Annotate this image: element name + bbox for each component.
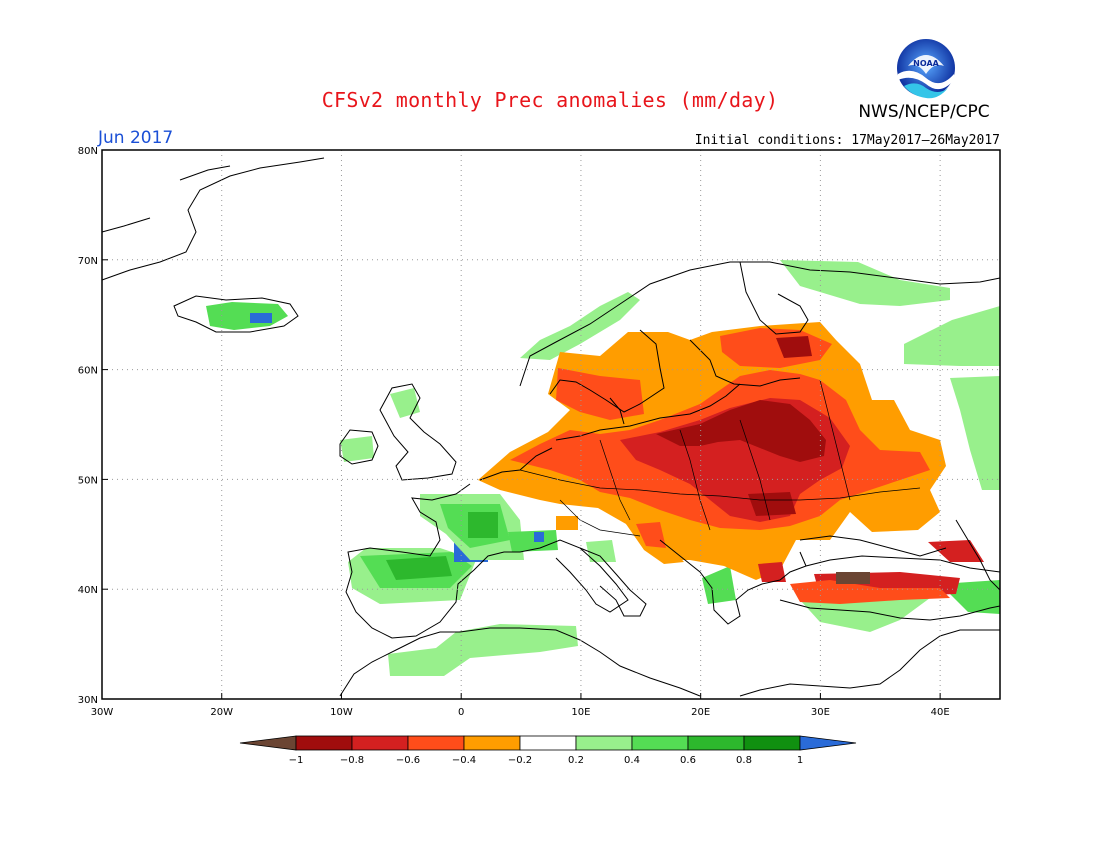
initial-conditions: Initial conditions: 17May2017–26May2017: [694, 133, 1000, 148]
colorbar-segment: [407, 735, 465, 751]
anomaly-iberia-dark: [386, 556, 452, 580]
colorbar-segment: [631, 735, 689, 751]
map-title: CFSv2 monthly Prec anomalies (mm/day): [321, 88, 779, 112]
colorbar-left-arrow: [239, 735, 297, 751]
coast-greenland: [101, 157, 325, 281]
coast-britain: [379, 383, 457, 481]
coast-italy: [579, 547, 647, 617]
anomaly-dry-deep: [656, 400, 826, 462]
anomaly-riviera-orange: [556, 516, 578, 530]
forecast-month: Jun 2017: [98, 128, 174, 148]
lon-tick-label: 0: [458, 707, 464, 718]
lon-tick-label: 10W: [330, 707, 353, 718]
colorbar-label: −1: [289, 755, 304, 766]
anomaly-italy: [586, 540, 616, 562]
anomaly-finland-deep: [776, 336, 812, 358]
coast-turkey: [779, 599, 1001, 621]
lat-tick-label: 80N: [78, 146, 98, 157]
colorbar-label: −0.8: [340, 755, 364, 766]
lat-tick-label: 30N: [78, 695, 98, 706]
lat-tick-label: 70N: [78, 256, 98, 267]
coast-balkans: [659, 539, 1001, 625]
anomaly-kola: [780, 260, 950, 306]
colorbar-segment: [463, 735, 521, 751]
anomaly-volga: [950, 376, 1000, 490]
colorbar: −1 −0.8 −0.6 −0.4 −0.2 0.2 0.4 0.6 0.8 1: [239, 735, 857, 766]
lon-tick-label: 30E: [811, 707, 830, 718]
anomaly-scotland: [390, 388, 420, 418]
lon-tick-label: 20E: [691, 707, 710, 718]
coast-black-sea: [799, 535, 947, 567]
borders: [519, 379, 921, 537]
colorbar-label: 1: [797, 755, 803, 766]
colorbar-segment: [743, 735, 801, 751]
anomaly-iceland-blue: [250, 313, 272, 323]
anomaly-norway-red: [556, 368, 644, 420]
anomaly-east-russia: [904, 306, 1000, 366]
agency-label: NWS/NCEP/CPC: [858, 102, 990, 122]
lon-tick-label: 20W: [210, 707, 233, 718]
lat-tick-label: 50N: [78, 475, 98, 486]
anomaly-dry-deep-2: [748, 492, 796, 516]
anomaly-shading: [206, 260, 1000, 676]
noaa-logo-text: NOAA: [913, 59, 939, 68]
colorbar-label: 0.6: [680, 755, 696, 766]
anomaly-turkey-orange: [790, 580, 950, 604]
lon-tick-label: 40E: [931, 707, 950, 718]
anomaly-italy-red: [636, 522, 666, 548]
coast-caspian: [955, 519, 1001, 591]
coast-iceland: [173, 295, 299, 333]
lon-tick-label: 10E: [571, 707, 590, 718]
colorbar-label: −0.6: [396, 755, 420, 766]
lat-tick-label: 60N: [78, 366, 98, 377]
anomaly-africa: [388, 624, 578, 676]
colorbar-segment: [351, 735, 409, 751]
colorbar-label: −0.2: [508, 755, 532, 766]
anomaly-alps-green: [508, 530, 558, 552]
anomaly-greece: [702, 566, 736, 604]
lat-tick-label: 40N: [78, 585, 98, 596]
colorbar-label: −0.4: [452, 755, 476, 766]
anomaly-turkey-brown: [836, 572, 870, 584]
coast-baltic: [555, 383, 741, 441]
anomaly-balkan-red: [758, 562, 786, 582]
colorbar-label: 0.4: [624, 755, 640, 766]
coast-africa: [339, 627, 1000, 697]
colorbar-right-arrow: [799, 735, 857, 751]
anomaly-france-dark: [468, 512, 498, 538]
colorbar-segment: [687, 735, 745, 751]
noaa-logo: NOAA: [895, 37, 957, 99]
colorbar-label: 0.8: [736, 755, 752, 766]
plot-frame: [101, 149, 1001, 700]
lon-tick-label: 30W: [91, 707, 114, 718]
coastlines: [101, 157, 1001, 697]
anomaly-norway: [520, 292, 640, 360]
anomaly-caspian-red: [928, 540, 984, 562]
colorbar-segment: [575, 735, 633, 751]
coast-scandinavia: [519, 261, 1001, 413]
colorbar-label: 0.2: [568, 755, 584, 766]
colorbar-segment: [519, 735, 577, 751]
anomaly-alps-blue: [534, 532, 544, 542]
anomaly-ireland: [340, 436, 374, 462]
coast-ireland: [339, 429, 379, 465]
colorbar-segment: [295, 735, 353, 751]
